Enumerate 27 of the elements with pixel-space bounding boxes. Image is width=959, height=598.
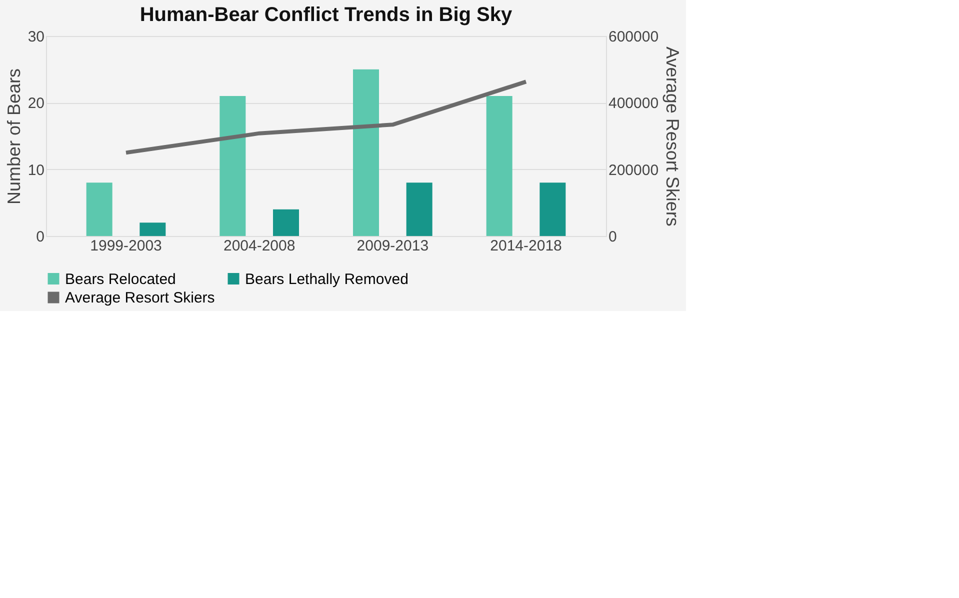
y-tick-label: 10 [28, 162, 44, 179]
y2-tick-label: 600000 [608, 28, 659, 46]
x-tick-label: 1999-2003 [90, 238, 162, 254]
y2-tick-label: 400000 [608, 95, 659, 112]
x-tick-label: 2004-2008 [223, 238, 296, 254]
bar [486, 96, 512, 236]
bar [86, 182, 112, 236]
bar [273, 209, 299, 236]
bar [140, 222, 166, 236]
legend-label: Bears Relocated [65, 270, 176, 288]
y-tick-label: 20 [28, 95, 44, 112]
y-tick-label: 30 [28, 28, 44, 46]
y2-tick-label: 200000 [608, 162, 659, 179]
x-tick-label: 2014-2018 [490, 238, 562, 254]
bar [406, 182, 432, 236]
bar [353, 69, 379, 236]
y2-axis-title: Average Resort Skiers [662, 46, 683, 226]
y2-tick-label: 0 [608, 228, 617, 246]
bar [220, 96, 246, 236]
chart-title: Human-Bear Conflict Trends in Big Sky [140, 4, 514, 26]
y-tick-label: 0 [36, 228, 44, 246]
legend-label: Average Resort Skiers [65, 290, 215, 306]
bar [540, 182, 566, 236]
line-series [124, 80, 528, 155]
y-axis-title: Number of Bears [4, 68, 24, 205]
legend-label: Bears Lethally Removed [245, 270, 408, 288]
x-tick-label: 2009-2013 [356, 238, 429, 254]
